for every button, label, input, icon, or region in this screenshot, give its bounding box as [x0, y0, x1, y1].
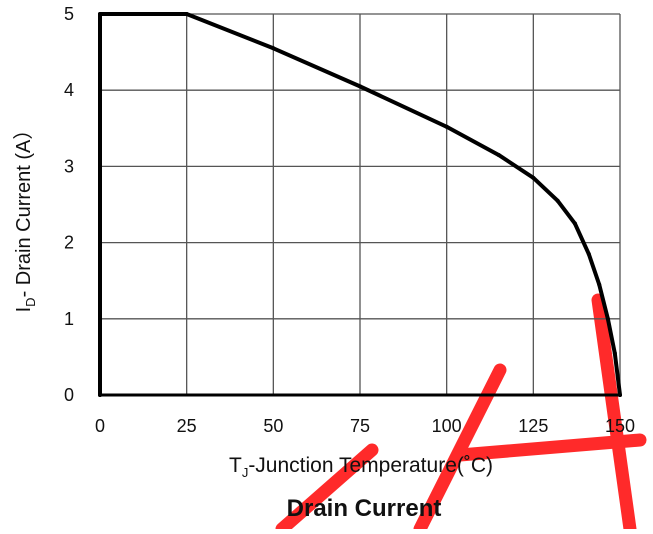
x-axis-label-main: T [229, 454, 242, 477]
x-tick-label: 25 [177, 416, 197, 436]
data-point [612, 351, 617, 356]
x-tick-label: 150 [605, 416, 635, 436]
x-tick-label: 50 [263, 416, 283, 436]
data-point [184, 12, 189, 16]
data-point [586, 252, 591, 257]
grid [99, 13, 621, 396]
watermark-stroke [591, 293, 637, 534]
series-layer [98, 12, 622, 397]
data-point [496, 152, 501, 157]
x-tick-label: 75 [350, 416, 370, 436]
plot-frame [98, 14, 620, 397]
tick-labels: 0 25 50 75 100 125 150 0 1 2 3 4 5 [64, 4, 635, 436]
y-tick-label: 5 [64, 4, 74, 24]
y-tick-label: 3 [64, 156, 74, 176]
y-axis-label-sub: D [23, 297, 38, 306]
data-point [572, 221, 577, 226]
x-tick-label: 0 [95, 416, 105, 436]
y-tick-label: 0 [64, 385, 74, 405]
watermark-stroke [453, 433, 647, 462]
data-point [531, 175, 536, 180]
chart-title: Drain Current [287, 495, 442, 522]
data-point [555, 198, 560, 203]
data-point [444, 124, 449, 129]
x-tick-label: 100 [432, 416, 462, 436]
y-tick-label: 1 [64, 309, 74, 329]
x-axis-label-sub: J [242, 465, 249, 480]
y-tick-label: 2 [64, 233, 74, 253]
x-axis-label-rest: -Junction Temperature(˚C) [248, 454, 493, 477]
data-point [597, 282, 602, 287]
y-axis-label: ID- Drain Current (A） [12, 120, 38, 313]
y-axis-label-main: I [13, 307, 35, 313]
data-point [358, 84, 362, 89]
data-point [605, 316, 610, 321]
watermark-stroke [275, 443, 379, 534]
x-tick-label: 125 [518, 416, 548, 436]
y-axis-label-rest: - Drain Current (A） [12, 120, 35, 298]
y-tick-label: 4 [64, 80, 74, 100]
x-axis-label: TJ-Junction Temperature(˚C) [229, 454, 493, 480]
data-point [271, 46, 276, 51]
